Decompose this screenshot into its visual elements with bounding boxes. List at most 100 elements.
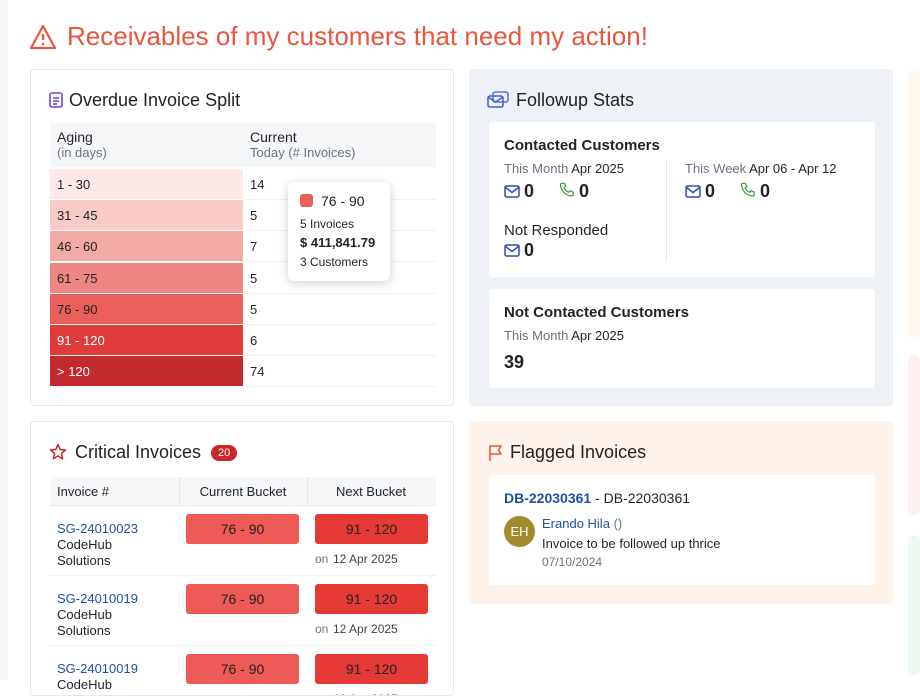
due-prefix: on [315,692,328,695]
current-bucket: 76 - 90 [186,654,299,684]
next-bucket: 91 - 120 [315,584,428,614]
current-bucket: 76 - 90 [186,514,299,544]
mail-icon [504,185,520,203]
current-bucket: 76 - 90 [186,584,299,614]
column-header: Current Bucket [199,484,287,499]
flag-icon [489,445,502,461]
aging-bucket: 46 - 60 [57,239,98,255]
aging-bucket: 61 - 75 [57,270,98,286]
aging-count: 5 [250,270,258,286]
row-line [50,575,436,576]
column-title: Current [250,129,297,145]
due-date: 12 Apr 2025 [333,552,398,566]
period-label: This Month [504,161,569,176]
invoice-link[interactable]: DB-22030361 [504,490,592,506]
due-date: 12 Apr 2025 [333,692,398,695]
panel-title: Overdue Invoice Split [69,90,241,110]
invoice-link[interactable]: SG-24010023 [57,521,138,536]
invoice-ref: DB-22030361 [603,490,691,506]
customer-name: CodeHub Solutions [57,537,112,568]
count-badge: 20 [211,445,238,461]
row-line [243,292,436,294]
edge-panel [908,69,920,339]
next-bucket: 91 - 120 [315,654,428,684]
note-date: 07/10/2024 [542,555,603,569]
aging-count: 5 [250,301,258,317]
panel-title: Critical Invoices [75,442,202,462]
column-header: Next Bucket [335,484,407,499]
column-subtitle: Today (# Invoices) [250,145,356,160]
table-header [50,123,436,167]
aging-count: 14 [250,177,265,192]
due-prefix: on [315,552,329,566]
count: 39 [504,352,525,372]
column-subtitle: (in days) [57,145,107,160]
page-title: Receivables of my customers that need my… [67,21,648,51]
user-meta: () [613,516,623,531]
call-count: 0 [760,181,771,201]
subtitle: Not Responded [504,222,609,239]
email-count: 0 [524,181,535,201]
flagged-card: DB-22030361 - DB-22030361 EH Erando Hila… [489,475,875,585]
invoice-link[interactable]: SG-24010019 [57,591,138,606]
row-line [243,323,436,325]
stat-row: 0 [504,181,534,203]
panel-title: Flagged Invoices [510,442,647,462]
due-date: 12 Apr 2025 [333,622,398,636]
aging-bucket: 76 - 90 [57,301,98,317]
page: Receivables of my customers that need my… [29,21,920,696]
stat-row: 0 [685,181,715,203]
doc-icon [49,92,63,108]
phone-icon [558,182,575,203]
aging-cell [50,356,243,387]
aging-count: 5 [250,208,258,224]
aging-cell [50,200,243,231]
column-title: Aging [57,129,93,145]
followup-icon [487,91,509,108]
aging-bucket: 1 - 30 [57,177,91,192]
row-line [243,386,436,388]
column-header: Invoice # [57,484,110,499]
panel-title: Followup Stats [516,90,635,110]
tooltip-amount: $ 411,841.79 [300,235,376,250]
aging-count: 6 [250,333,258,348]
flagged-panel: Flagged Invoices DB-22030361 - DB-220303… [469,421,893,604]
tooltip-bucket: 76 - 90 [321,193,365,209]
avatar: EH [504,516,535,547]
tooltip-invoices: 5 Invoices [300,217,355,231]
aging-cell [50,262,243,293]
aging-bucket: 91 - 120 [57,333,105,348]
period-value: Apr 2025 [571,328,624,343]
period-label: This Week [685,161,747,176]
overdue-panel: Overdue Invoice Split Aging (in days) Cu… [30,69,454,406]
next-bucket: 91 - 120 [315,514,428,544]
call-count: 0 [579,181,590,201]
aging-cell [50,293,243,324]
customer-name: CodeHub Solutions [57,607,112,638]
period-value: Apr 2025 [571,161,624,176]
phone-icon [739,182,756,203]
table-header [50,477,436,506]
aging-cell [50,325,243,355]
period-label: This Month [504,328,569,343]
followup-panel: Followup Stats Contacted Customers This … [469,69,893,406]
due-prefix: on [315,622,329,636]
invoice-link[interactable]: SG-24010019 [57,661,138,676]
separator: - [595,490,600,506]
period-value: Apr 06 - Apr 12 [749,161,837,176]
warning-icon [29,24,57,50]
aging-cell [50,169,243,199]
not-contacted-card: Not Contacted Customers This Month Apr 2… [489,289,875,388]
edge-panel [908,535,920,675]
tooltip-swatch [300,194,313,207]
user-name[interactable]: Erando Hila [542,516,610,531]
stat-row: 0 [558,181,589,203]
star-icon [49,443,67,460]
card-title: Not Contacted Customers [504,304,690,321]
aging-bucket: > 120 [57,364,90,380]
email-count: 0 [705,181,716,201]
edge-panel [908,355,920,515]
divider [666,160,667,262]
aging-bucket: 31 - 45 [57,208,98,224]
email-count: 0 [524,240,535,260]
